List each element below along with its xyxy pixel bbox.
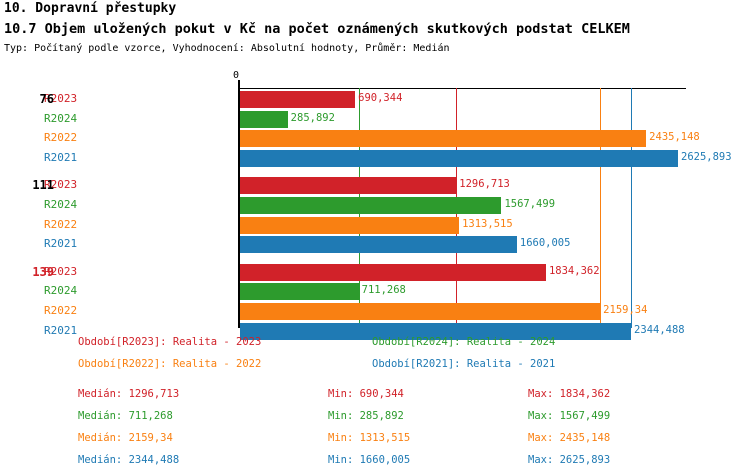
legend-item-r2022[interactable]: Období[R2022]: Realita - 2022	[78, 358, 262, 370]
stat-median-r2024: Medián: 711,268	[78, 410, 173, 422]
bar-value-label: 1296,713	[459, 178, 510, 191]
page-title-chart: 10.7 Objem uložených pokut v Kč na počet…	[4, 21, 630, 37]
axis-zero-label: 0	[233, 70, 240, 81]
bar-value-label: 1567,499	[504, 198, 556, 210]
stat-min-r2023: Min: 690,344	[328, 388, 404, 400]
bar-value-label: 690,344	[358, 92, 403, 104]
bar-value-label: 711,268	[361, 284, 406, 297]
bar-row: R2022 1313,515	[0, 216, 750, 236]
stat-min-r2021: Min: 1660,005	[328, 454, 411, 466]
stat-max-r2024: Max: 1567,499	[528, 410, 611, 422]
bar-row: R2021 1660,005	[0, 235, 750, 255]
bar-r2021[interactable]	[240, 322, 632, 340]
median-line-r2021	[631, 88, 633, 328]
bar-value-label: 1834,362	[548, 264, 600, 277]
bar-row-label-r2024: R2024	[44, 111, 78, 125]
bar-r2023[interactable]	[240, 263, 546, 281]
bar-r2023[interactable]	[240, 177, 457, 195]
stat-min-r2022: Min: 1313,515	[328, 432, 411, 444]
bar-r2022[interactable]	[240, 303, 601, 320]
legend-item-r2024[interactable]: Období[R2024]: Realita - 2024	[372, 336, 556, 348]
median-line-r2022	[600, 88, 602, 328]
axis-zero-line	[238, 80, 240, 328]
bar-r2023[interactable]	[240, 91, 356, 108]
stat-max-r2022: Max: 2435,148	[528, 432, 611, 444]
bar-value-label: 1660,005	[519, 237, 571, 250]
bar-r2024[interactable]	[240, 110, 288, 128]
bar-row: R2023 1296,713	[0, 176, 750, 196]
bar-value-label: 2344,488	[634, 323, 685, 336]
chart-subtitle: Typ: Počítaný podle vzorce, Vyhodnocení:…	[4, 43, 450, 54]
bar-value-label: 2625,893	[681, 150, 732, 163]
chart-plot-area: 0 R2023 690,344 R2024 285,892 R2022 2435,148 R…	[0, 70, 750, 340]
stat-max-r2023: Max: 1834,362	[528, 388, 611, 400]
chart-stats-table: Medián: 1296,713 Min: 690,344 Max: 1834,36…	[0, 388, 750, 476]
page-title-section: 10. Dopravní přestupky	[4, 1, 177, 16]
bar-r2024[interactable]	[240, 283, 359, 301]
bar-row-label-r2021: R2021	[44, 150, 78, 164]
bar-row-label-r2022: R2022	[44, 304, 78, 317]
bar-row: R2023 690,344	[0, 90, 750, 110]
bar-value-label: 1313,515	[462, 217, 513, 230]
bar-value-label: 2435,148	[649, 131, 700, 144]
bar-row-label-r2023: R2023	[44, 178, 78, 192]
bar-row-label-r2023: R2023	[44, 264, 78, 278]
stat-max-r2021: Max: 2625,893	[528, 454, 611, 466]
group-label-139: 139	[32, 264, 54, 279]
stat-median-r2022: Medián: 2159,34	[78, 432, 173, 444]
bar-r2021[interactable]	[240, 149, 678, 167]
bar-r2022[interactable]	[240, 130, 647, 148]
bar-row: R2022 2159,34	[0, 302, 750, 322]
legend-item-r2021[interactable]: Období[R2021]: Realita - 2021	[372, 358, 556, 370]
bar-row: R2021 2625,893	[0, 149, 750, 169]
legend-item-r2023[interactable]: Období[R2023]: Realita - 2023	[78, 336, 262, 348]
bar-row: R2023 1834,362	[0, 263, 750, 283]
stat-median-r2021: Medián: 2344,488	[78, 454, 180, 466]
bar-row: R2021 2344,488	[0, 322, 750, 342]
bar-row-label-r2024: R2024	[44, 284, 78, 298]
stat-median-r2023: Medián: 1296,713	[78, 388, 180, 400]
bar-row: R2022 2435,148	[0, 129, 750, 149]
bar-r2024[interactable]	[240, 197, 502, 214]
bar-value-label: 2159,34	[603, 304, 648, 316]
bar-row: R2024 285,892	[0, 110, 750, 130]
bar-row-label-r2023: R2023	[44, 92, 78, 105]
group-label-111: 111	[32, 178, 54, 193]
bar-row-label-r2021: R2021	[44, 323, 78, 337]
bar-value-label: 285,892	[290, 111, 335, 124]
bar-row-label-r2024: R2024	[44, 198, 78, 211]
bar-r2021[interactable]	[240, 236, 517, 254]
stat-min-r2024: Min: 285,892	[328, 410, 404, 422]
bar-row-label-r2022: R2022	[44, 217, 78, 231]
bar-row: R2024 1567,499	[0, 196, 750, 216]
group-label-76: 76	[39, 92, 54, 106]
bar-row: R2024 711,268	[0, 282, 750, 302]
bar-row-label-r2021: R2021	[44, 237, 78, 251]
axis-top-line	[239, 88, 686, 89]
bar-row-label-r2022: R2022	[44, 131, 78, 145]
bar-r2022[interactable]	[240, 216, 460, 234]
chart-legend: Období[R2023]: Realita - 2023 Období[R202…	[0, 336, 750, 380]
